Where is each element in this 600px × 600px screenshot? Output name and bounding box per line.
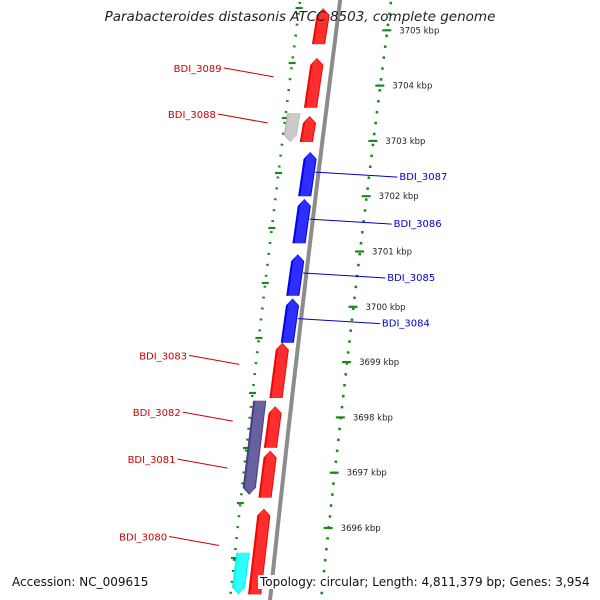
gene-highlight: [300, 152, 316, 197]
gene-highlight: [288, 254, 304, 296]
gene-label[interactable]: BDI_3086: [394, 219, 442, 230]
ruler-label: 3697 kbp: [347, 469, 387, 479]
gene-label[interactable]: BDI_3080: [119, 533, 167, 544]
gene-label[interactable]: BDI_3088: [168, 110, 216, 121]
gene-labels: BDI_3089 BDI_3088 BDI_3087 BDI_3086 BDI_3085…: [119, 64, 447, 546]
gene-highlight: [265, 406, 281, 448]
gene-label[interactable]: BDI_3087: [399, 172, 447, 183]
gene-label-line: [315, 171, 398, 178]
gene-highlight: [234, 552, 249, 595]
topology-label: Topology: circular; Length: 4,811,379 bp…: [258, 575, 592, 589]
gene-arrow[interactable]: [263, 405, 282, 449]
ruler-label: 3703 kbp: [385, 137, 425, 147]
ruler-label: 3696 kbp: [341, 524, 381, 534]
gene-features: [231, 7, 330, 595]
gene-label[interactable]: BDI_3084: [382, 319, 430, 330]
gene-label[interactable]: BDI_3081: [128, 455, 176, 466]
backbone-line: [267, 0, 343, 600]
gene-highlight: [250, 508, 270, 595]
ruler-label: 3705 kbp: [399, 26, 439, 36]
gene-label[interactable]: BDI_3089: [174, 64, 222, 75]
gene-highlight: [244, 400, 266, 495]
gene-arrow[interactable]: [242, 400, 267, 496]
ruler-label: 3698 kbp: [353, 413, 393, 423]
gene-label[interactable]: BDI_3083: [139, 351, 187, 362]
ruler-label: 3702 kbp: [379, 192, 419, 202]
gene-label-line: [177, 458, 228, 469]
gene-label-line: [189, 354, 240, 365]
gene-arrow[interactable]: [258, 450, 277, 498]
ruler-label: 3701 kbp: [372, 248, 412, 258]
gene-highlight: [314, 8, 329, 45]
gene-highlight: [285, 113, 300, 142]
kbp-ruler-labels: 3705 kbp 3704 kbp 3703 kbp 3702 kbp 3701 kbp…: [323, 26, 439, 534]
inner-tick-ring: [228, 0, 303, 600]
gene-highlight: [294, 199, 310, 244]
gene-arrow[interactable]: [247, 508, 271, 595]
map-title: Parabacteroides distasonis ATCC 8503, co…: [104, 9, 496, 25]
gene-highlight: [282, 298, 298, 343]
gene-arrow[interactable]: [269, 342, 290, 399]
ruler-label: 3700 kbp: [366, 303, 406, 313]
gene-highlight: [260, 450, 276, 498]
gene-arrow[interactable]: [299, 115, 317, 143]
gene-label-line: [309, 218, 392, 225]
gene-label-line: [223, 67, 274, 78]
gene-arrow[interactable]: [286, 253, 305, 296]
gene-highlight: [306, 58, 323, 108]
gene-arrow[interactable]: [303, 57, 324, 108]
ruler-label: 3699 kbp: [359, 358, 399, 368]
gene-arrow[interactable]: [297, 151, 317, 197]
accession-label: Accession: NC_009615: [10, 575, 151, 589]
gene-arrow[interactable]: [231, 552, 250, 595]
gene-label-line: [303, 272, 386, 279]
gene-label[interactable]: BDI_3082: [133, 408, 181, 419]
gene-arrow[interactable]: [280, 298, 300, 343]
gene-label[interactable]: BDI_3085: [387, 273, 435, 284]
gene-arrow[interactable]: [292, 198, 312, 244]
gene-highlight: [271, 342, 288, 398]
gene-label-line: [297, 318, 380, 325]
ruler-label: 3704 kbp: [392, 82, 432, 92]
gene-label-line: [217, 113, 268, 124]
gene-arrow[interactable]: [311, 7, 330, 45]
gene-label-line: [169, 536, 220, 546]
gene-label-line: [182, 411, 233, 422]
gene-arrow[interactable]: [283, 113, 301, 143]
genome-backbone: [267, 0, 343, 600]
gene-highlight: [301, 116, 315, 142]
